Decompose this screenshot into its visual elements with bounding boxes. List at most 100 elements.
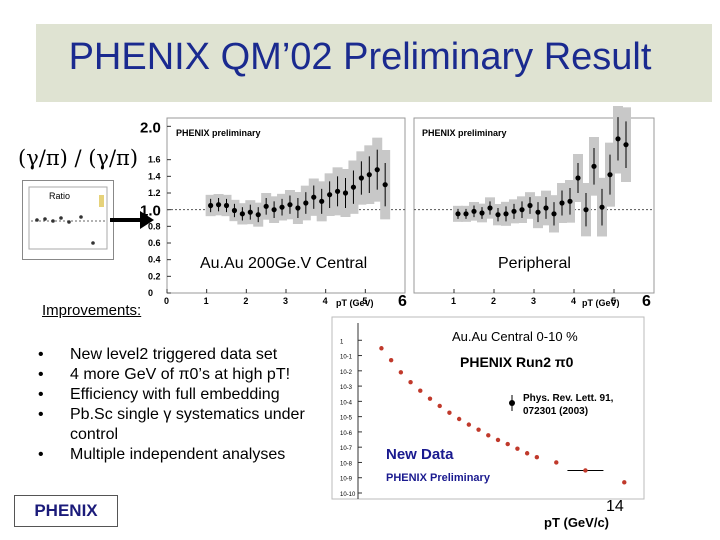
data-point [505,441,510,447]
data-point [487,205,493,211]
data-point [479,210,485,216]
data-point [303,200,309,206]
spectrum-data-points [379,346,627,485]
reference-marker-icon [509,395,515,411]
data-point [476,427,481,432]
spectrum-title: Au.Au Central 0-10 % [452,329,578,344]
data-point [559,200,565,206]
ratio-label: (γ/π) / (γ/π) [18,146,139,170]
data-point [575,175,581,181]
peripheral-ratio-plot: PHENIX preliminary 1 2 3 4 5 Peripheral pT (… [413,106,655,310]
new-data-label: New Data [386,446,454,463]
y-tick-label: 10-5 [340,416,353,422]
y-tick-label: 10-7 [340,446,353,452]
central-y-ticks: 2.0 1.6 1.4 1.2 1.00.8 0.6 0.4 0.2 0 [140,119,171,298]
slide-title: PHENIX QM’02 Preliminary Result [68,36,652,78]
data-point [287,202,293,208]
list-item: • 4 more GeV of π0’s at high pT! [38,366,291,383]
central-plot-title: PHENIX preliminary [176,128,261,138]
data-point [599,204,605,210]
list-item: • Multiple independent analyses [38,446,286,463]
central-ratio-plot: PHENIX preliminary 2.0 1.6 1.4 1.2 1.00.8 0.6… [140,117,407,310]
central-data-points [205,137,391,227]
spectrum-subtitle: PHENIX Run2 π0 [460,354,574,370]
data-point [583,468,588,473]
y-tick-label: 0 [148,288,153,298]
list-item-text: Efficiency with full embedding [70,386,280,403]
x-tick-label: 4 [571,296,576,306]
thumbnail-point [43,217,47,221]
y-tick-label: 10-4 [340,400,353,406]
thumbnail-point [91,241,95,245]
data-point [263,203,269,209]
data-point [519,207,525,213]
central-caption: Au.Au 200Ge.V Central [200,255,367,272]
data-point [408,379,413,385]
x-tick-label: 1 [451,296,456,306]
data-point [515,446,520,451]
thumbnail-frame [28,186,108,250]
spectrum-frame [331,316,645,500]
spectrum-x-label: pT (GeV/c) [544,515,609,530]
list-item-text: Pb.Sc single γ systematics under control [70,406,305,443]
y-tick-label: 10-10 [340,492,356,498]
y-tick-label: 1.4 [148,171,161,181]
central-x-label: pT (GeV) [336,298,374,308]
preliminary-label: PHENIX Preliminary [386,472,491,484]
data-point [511,208,517,214]
data-point [463,211,469,217]
y-tick-label: 1.0 [140,203,161,220]
data-point [622,480,627,485]
data-point [231,207,238,214]
data-point [427,396,433,401]
x-tick-label: 1 [204,296,209,306]
y-tick-label: 1.2 [148,188,161,198]
data-point [486,433,491,438]
data-point [374,167,380,173]
data-point [215,202,222,208]
data-point [456,416,462,422]
data-point [535,209,541,215]
data-point [327,192,333,198]
list-item-text: New level2 triggered data set [70,346,278,363]
data-point [223,202,230,209]
peripheral-x-end: 6 [642,293,651,310]
data-point [543,205,549,211]
data-point [615,136,621,142]
peripheral-caption: Peripheral [498,255,571,272]
peripheral-plot-title: PHENIX preliminary [422,128,507,138]
data-point [623,142,629,148]
peripheral-x-ticks: 1 2 3 4 5 [451,289,616,306]
central-x-ticks: 0 1 2 3 4 5 [164,289,367,306]
y-tick-label: 0.8 [148,221,161,231]
peripheral-x-label: pT (GeV) [582,298,620,308]
data-point [382,182,388,188]
spectrum-plot: 1 10-1 10-2 10-3 10-4 10-5 10-6 10-7 10-8 10-9 10-… [331,316,645,530]
list-item-text: 4 more GeV of π0’s at high pT! [70,366,291,383]
y-tick-label: 10-2 [340,370,353,376]
data-point [271,207,277,213]
x-tick-label: 2 [491,296,496,306]
reference-line2: 072301 (2003) [523,406,588,417]
y-tick-label: 0.4 [148,255,161,265]
improvements-heading: Improvements: [42,302,142,319]
x-tick-label: 5 [611,296,616,306]
list-item-text: Multiple independent analyses [70,446,286,463]
peripheral-data-points [453,106,631,237]
thumbnail-label: Ratio [49,191,70,201]
data-point [255,212,261,218]
data-point [418,388,423,393]
y-tick-label: 1.6 [148,155,161,165]
data-point [366,172,372,178]
y-tick-label: 10-3 [340,385,353,391]
x-tick-label: 0 [164,296,169,306]
data-point [358,175,364,181]
data-point [554,460,559,465]
thumbnail-plot: Ratio [22,180,114,260]
data-point [279,204,285,210]
data-point [311,194,317,200]
y-tick-label: 10-8 [340,461,353,467]
data-point [239,211,245,217]
data-point [583,207,589,213]
data-point [524,451,530,456]
